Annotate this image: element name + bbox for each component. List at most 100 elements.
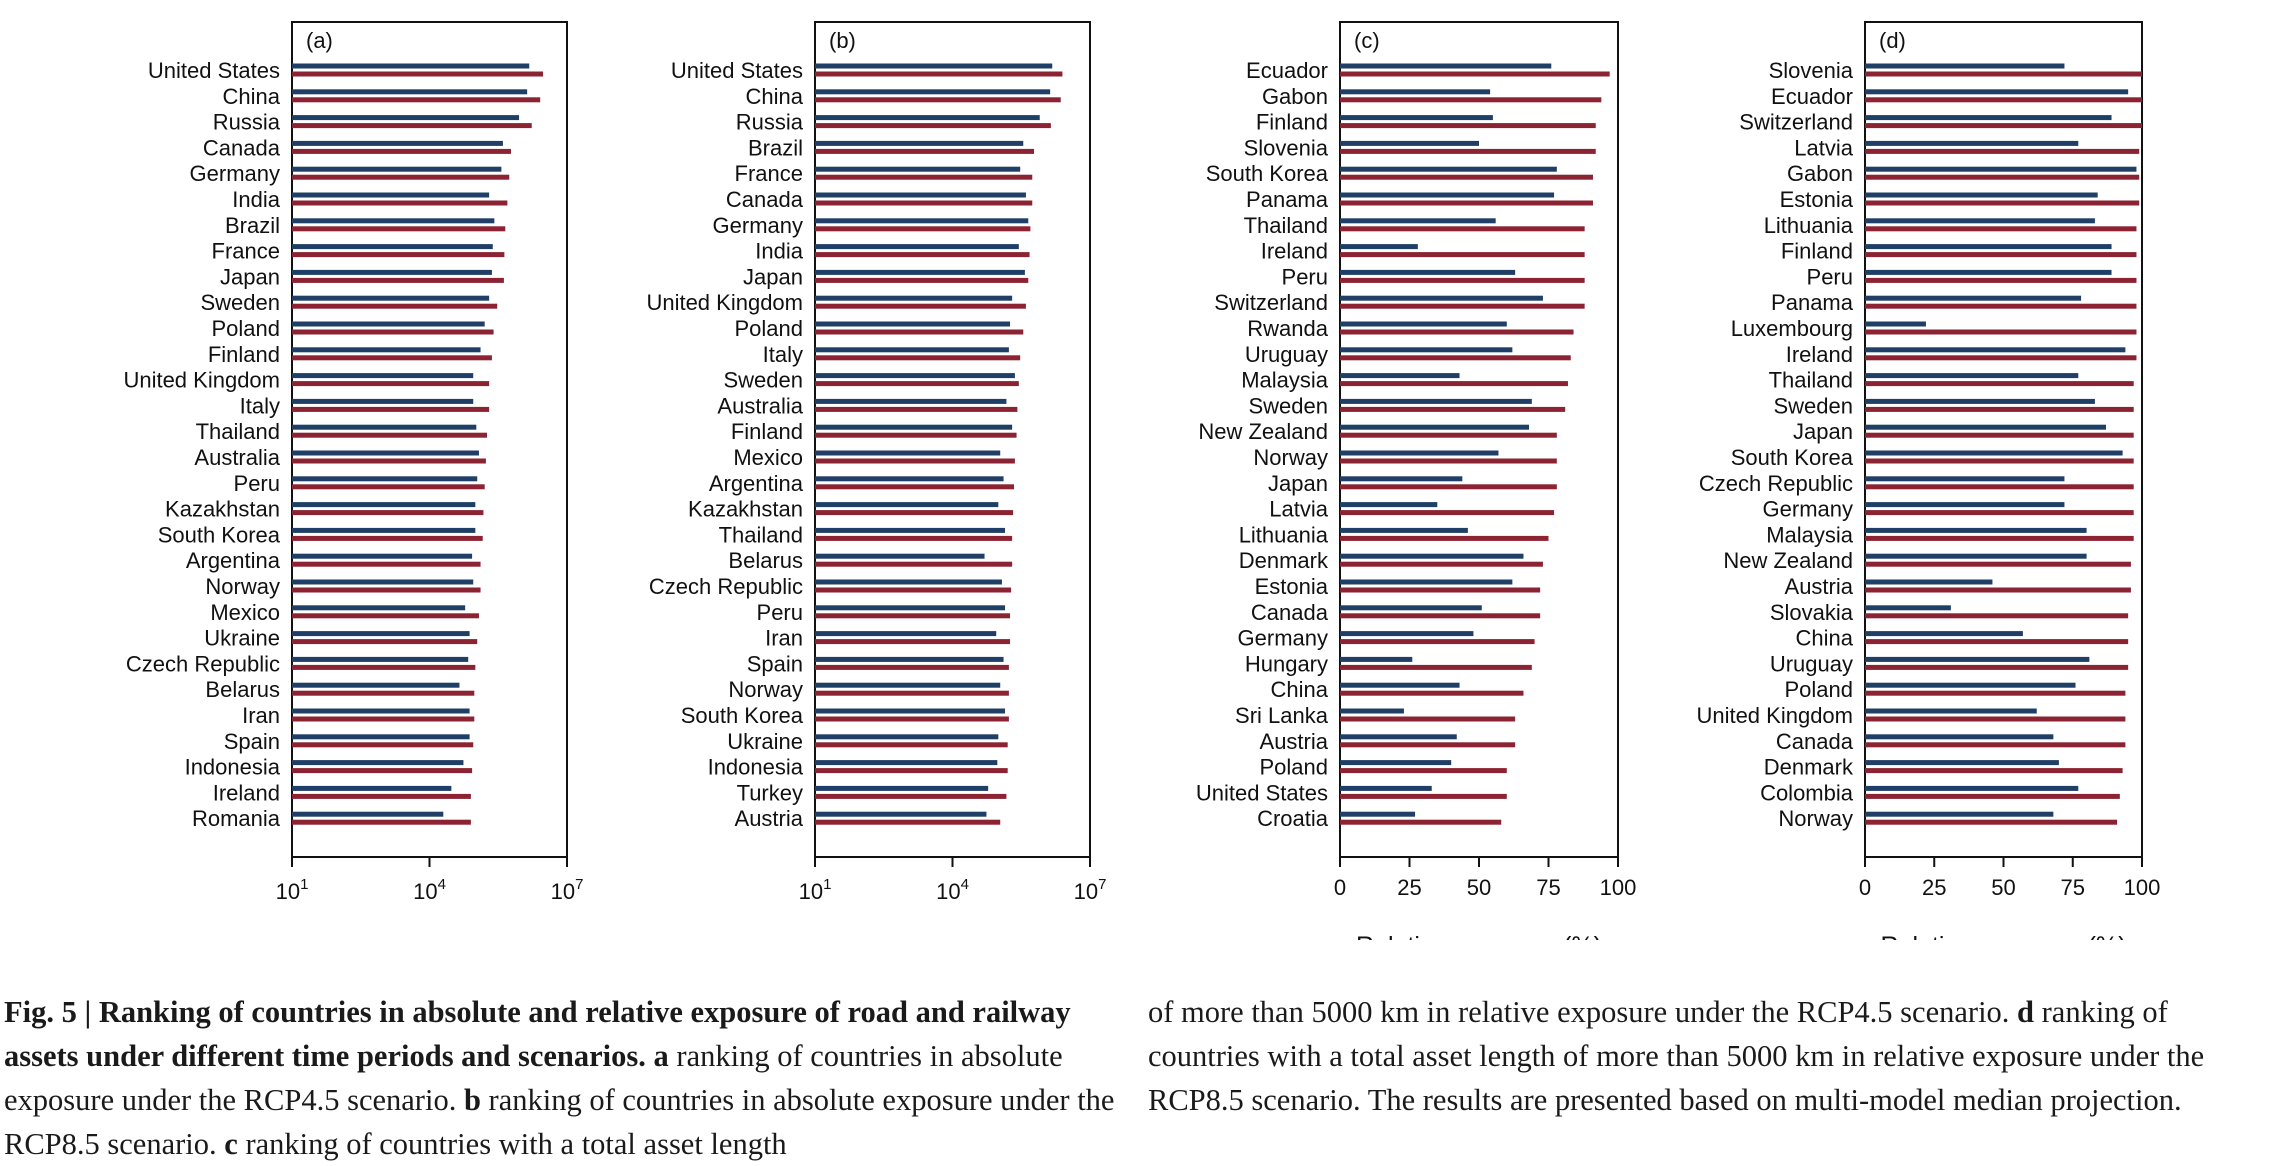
bar-mexico-rcp85 bbox=[815, 458, 1015, 464]
bar-slovenia-rcp85 bbox=[1340, 148, 1596, 154]
bar-estonia-rcp45 bbox=[1340, 579, 1513, 585]
bar-spain-rcp85 bbox=[815, 664, 1009, 670]
bar-united-states-rcp45 bbox=[292, 63, 530, 69]
category-label-belarus: Belarus bbox=[728, 548, 803, 573]
bar-norway-rcp45 bbox=[1340, 450, 1499, 456]
bar-czech-republic-rcp85 bbox=[1865, 484, 2134, 490]
bar-kazakhstan-rcp45 bbox=[815, 502, 999, 508]
bar-russia-rcp45 bbox=[292, 115, 520, 121]
bar-ireland-rcp45 bbox=[292, 785, 452, 791]
bar-south-korea-rcp85 bbox=[1340, 174, 1593, 180]
bar-poland-rcp85 bbox=[1340, 768, 1507, 774]
bar-new-zealand-rcp45 bbox=[1865, 553, 2087, 559]
category-label-france: France bbox=[735, 161, 803, 186]
bar-czech-republic-rcp45 bbox=[815, 579, 1002, 585]
figure-caption: Fig. 5 | Ranking of countries in absolut… bbox=[0, 990, 2269, 1161]
x-tick-label: 75 bbox=[1536, 875, 1560, 900]
category-label-slovenia: Slovenia bbox=[1769, 58, 1854, 83]
bar-gabon-rcp85 bbox=[1340, 97, 1602, 103]
bar-finland-rcp85 bbox=[1340, 123, 1596, 129]
category-label-sweden: Sweden bbox=[723, 368, 803, 393]
bar-united-states-rcp45 bbox=[1340, 785, 1432, 791]
category-label-china: China bbox=[223, 84, 281, 109]
bar-australia-rcp45 bbox=[815, 398, 1007, 404]
bar-thailand-rcp85 bbox=[292, 432, 488, 438]
bar-slovakia-rcp45 bbox=[1865, 605, 1951, 611]
bar-south-korea-rcp85 bbox=[815, 716, 1009, 722]
category-label-united-kingdom: United Kingdom bbox=[1696, 703, 1853, 728]
bar-china-rcp85 bbox=[292, 97, 541, 103]
panel-a-absolute-rcp45: (a) United StatesChinaRussiaCanadaGermany… bbox=[123, 21, 584, 940]
bar-china-rcp85 bbox=[1340, 690, 1524, 696]
caption-left-column: Fig. 5 | Ranking of countries in absolut… bbox=[4, 990, 1116, 1166]
bar-colombia-rcp85 bbox=[1865, 793, 2120, 799]
panel-label: (c) bbox=[1354, 28, 1380, 53]
bar-estonia-rcp85 bbox=[1340, 587, 1541, 593]
category-label-austria: Austria bbox=[1785, 574, 1854, 599]
bar-canada-rcp85 bbox=[292, 148, 511, 154]
category-label-iran: Iran bbox=[242, 703, 280, 728]
category-label-united-states: United States bbox=[148, 58, 280, 83]
bar-south-korea-rcp45 bbox=[292, 527, 476, 533]
bar-italy-rcp45 bbox=[815, 347, 1009, 353]
bar-gabon-rcp85 bbox=[1865, 174, 2140, 180]
bar-ireland-rcp45 bbox=[1865, 347, 2126, 353]
category-label-uruguay: Uruguay bbox=[1245, 342, 1328, 367]
caption-text-c-start: ranking of countries with a total asset … bbox=[237, 1127, 787, 1161]
category-label-germany: Germany bbox=[1763, 497, 1853, 522]
bar-south-korea-rcp45 bbox=[815, 708, 1006, 714]
bar-japan-rcp45 bbox=[1865, 424, 2106, 430]
bar-lithuania-rcp45 bbox=[1865, 218, 2095, 224]
category-label-kazakhstan: Kazakhstan bbox=[688, 497, 803, 522]
bar-ukraine-rcp45 bbox=[815, 734, 999, 740]
category-label-south-korea: South Korea bbox=[1731, 445, 1854, 470]
bar-austria-rcp45 bbox=[815, 811, 987, 817]
bar-mexico-rcp45 bbox=[292, 605, 466, 611]
bar-norway-rcp85 bbox=[815, 690, 1009, 696]
bar-mexico-rcp85 bbox=[292, 613, 479, 619]
bar-kazakhstan-rcp85 bbox=[815, 510, 1014, 516]
bar-france-rcp45 bbox=[292, 244, 493, 250]
x-tick-label: 107 bbox=[1074, 876, 1107, 904]
category-label-iran: Iran bbox=[765, 626, 803, 651]
category-label-china: China bbox=[1271, 677, 1329, 702]
bar-ecuador-rcp85 bbox=[1340, 71, 1610, 77]
bar-sweden-rcp45 bbox=[1865, 398, 2095, 404]
bar-thailand-rcp85 bbox=[1865, 381, 2134, 387]
x-axis-label: Relative exposure (%) bbox=[1881, 932, 2127, 940]
panel-d-relative-rcp85: (d) SloveniaEcuadorSwitzerlandLatviaGabon… bbox=[1696, 21, 2161, 940]
caption-text-d: ranking of countries with a total asset … bbox=[1148, 995, 2205, 1117]
bar-india-rcp45 bbox=[292, 192, 490, 198]
x-tick-label: 107 bbox=[551, 876, 584, 904]
bar-gabon-rcp45 bbox=[1865, 166, 2137, 172]
category-label-south-korea: South Korea bbox=[1206, 161, 1329, 186]
bar-peru-rcp45 bbox=[1865, 269, 2112, 275]
bar-thailand-rcp85 bbox=[815, 535, 1013, 541]
category-label-panama: Panama bbox=[1771, 290, 1854, 315]
bar-japan-rcp85 bbox=[1865, 432, 2134, 438]
plot-frame bbox=[1339, 21, 1619, 858]
category-label-south-korea: South Korea bbox=[158, 522, 281, 547]
panel-label: (d) bbox=[1879, 28, 1906, 53]
category-label-norway: Norway bbox=[205, 574, 280, 599]
category-label-ireland: Ireland bbox=[213, 780, 280, 805]
bar-slovakia-rcp85 bbox=[1865, 613, 2129, 619]
bar-croatia-rcp45 bbox=[1340, 811, 1416, 817]
x-tick-label: 100 bbox=[2124, 875, 2161, 900]
bar-ireland-rcp85 bbox=[1865, 355, 2137, 361]
x-tick-label: 0 bbox=[1334, 875, 1346, 900]
x-axis-label: Relative exposure (%) bbox=[1356, 932, 1602, 940]
bar-canada-rcp45 bbox=[1340, 605, 1482, 611]
caption-letter-b: b bbox=[463, 1083, 481, 1117]
category-label-spain: Spain bbox=[747, 651, 803, 676]
x-tick-label: 75 bbox=[2061, 875, 2085, 900]
bar-uruguay-rcp45 bbox=[1865, 656, 2090, 662]
category-label-japan: Japan bbox=[1268, 471, 1328, 496]
bar-kazakhstan-rcp85 bbox=[292, 510, 484, 516]
bar-argentina-rcp45 bbox=[815, 476, 1004, 482]
bar-japan-rcp85 bbox=[1340, 484, 1557, 490]
bar-indonesia-rcp45 bbox=[292, 760, 464, 766]
bar-united-kingdom-rcp45 bbox=[815, 295, 1013, 301]
bar-japan-rcp85 bbox=[292, 277, 504, 283]
bar-peru-rcp85 bbox=[1340, 277, 1585, 283]
